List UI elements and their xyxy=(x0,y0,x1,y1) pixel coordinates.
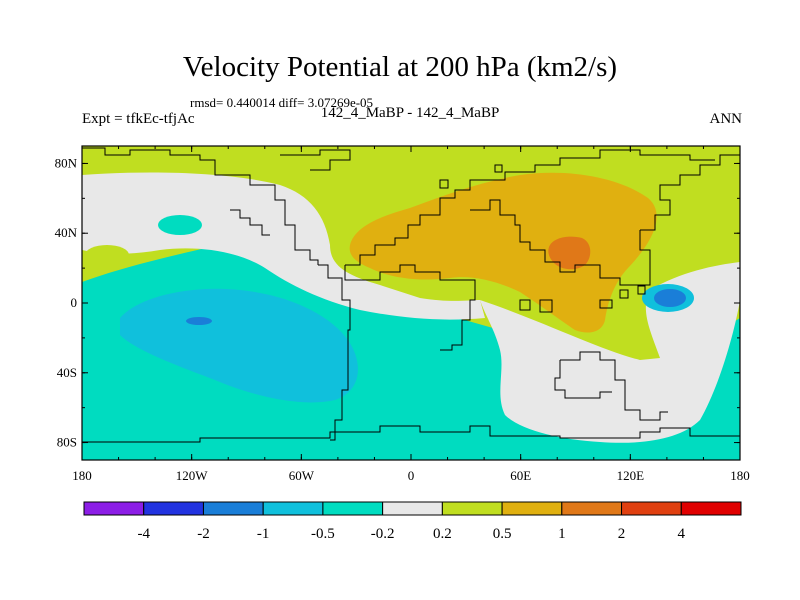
colorbar-swatch xyxy=(322,501,384,516)
coastline-asia-east xyxy=(640,154,740,231)
field-blue-east xyxy=(654,289,686,307)
lat-tick-label: 80S xyxy=(57,435,77,450)
colorbar-swatch xyxy=(202,501,264,516)
coastline-antarctica xyxy=(82,425,740,443)
colorbar-label: -4 xyxy=(137,526,150,542)
field-orange-core xyxy=(548,236,591,270)
field-gold-asia xyxy=(349,172,657,333)
lon-tick-label: 180 xyxy=(72,468,92,483)
colorbar-label: -1 xyxy=(257,526,270,542)
colorbar-swatch xyxy=(680,501,742,516)
figure-title: Velocity Potential at 200 hPa (km2/s) xyxy=(182,51,618,83)
lon-tick-label: 60W xyxy=(289,468,315,483)
coastline-north-america xyxy=(82,147,319,265)
coastline-asia xyxy=(470,199,651,286)
colorbar-label: -2 xyxy=(197,526,210,542)
coastline-australia-2 xyxy=(554,360,612,399)
coastline-north-america-2 xyxy=(230,209,270,236)
lat-tick-label: 80N xyxy=(55,155,78,170)
field-teal-west xyxy=(158,215,202,235)
colorbar-swatch xyxy=(143,501,204,516)
coastlines xyxy=(82,147,740,443)
coastline-maritime xyxy=(519,299,613,313)
field-green-west xyxy=(85,245,129,265)
colorbar-swatch xyxy=(382,501,443,516)
colorbar-swatch xyxy=(441,501,503,516)
colorbar-swatch xyxy=(561,501,623,516)
field-blue-southwest xyxy=(186,317,212,325)
season-label: ANN xyxy=(709,111,743,127)
colorbar-label: 1 xyxy=(558,526,566,542)
axis-tick-labels: 180 120W 60W 0 60E 120E 180 80N 40N 0 40S 80S xyxy=(55,155,750,483)
lon-tick-label: 120W xyxy=(176,468,209,483)
lon-tick-label: 180 xyxy=(730,468,750,483)
colorbar-label: -0.5 xyxy=(311,526,335,542)
case-label: 142_4_MaBP - 142_4_MaBP xyxy=(320,105,500,121)
lat-tick-label: 40N xyxy=(55,225,78,240)
colorbar-swatch xyxy=(262,501,324,516)
lon-tick-label: 60E xyxy=(510,468,531,483)
colorbar-labels: -4 -2 -1 -0.5 -0.2 0.2 0.5 1 2 4 xyxy=(137,526,685,542)
colorbar-label: 2 xyxy=(618,526,626,542)
colorbar-swatch xyxy=(83,501,145,516)
colorbar-swatch xyxy=(621,501,682,516)
coastline-europe-africa xyxy=(345,149,715,266)
experiment-label: Expt = tfkEc-tfjAc xyxy=(82,111,195,127)
colorbar-label: 0.5 xyxy=(493,526,512,542)
stats-label: rmsd= 0.440014 diff= 3.07269e-05 xyxy=(190,95,374,110)
lon-tick-label: 0 xyxy=(408,468,415,483)
coastline-south-america xyxy=(318,264,351,441)
lon-tick-label: 120E xyxy=(617,468,645,483)
field-cyan-southwest xyxy=(120,288,358,403)
lat-tick-label: 0 xyxy=(71,295,78,310)
coastline-islands xyxy=(439,164,646,299)
colorbar-swatch xyxy=(501,501,563,516)
axis-ticks xyxy=(81,146,741,460)
coastline-africa xyxy=(344,264,476,351)
colorbar-label: -0.2 xyxy=(371,526,395,542)
contour-fill xyxy=(82,146,740,460)
lat-tick-label: 40S xyxy=(57,365,77,380)
field-white-north xyxy=(82,172,485,320)
colorbar xyxy=(83,501,742,516)
colorbar-label: 4 xyxy=(678,526,686,542)
colorbar-label: 0.2 xyxy=(433,526,452,542)
coastline-australia xyxy=(560,351,668,421)
coastline-greenland xyxy=(280,149,351,171)
